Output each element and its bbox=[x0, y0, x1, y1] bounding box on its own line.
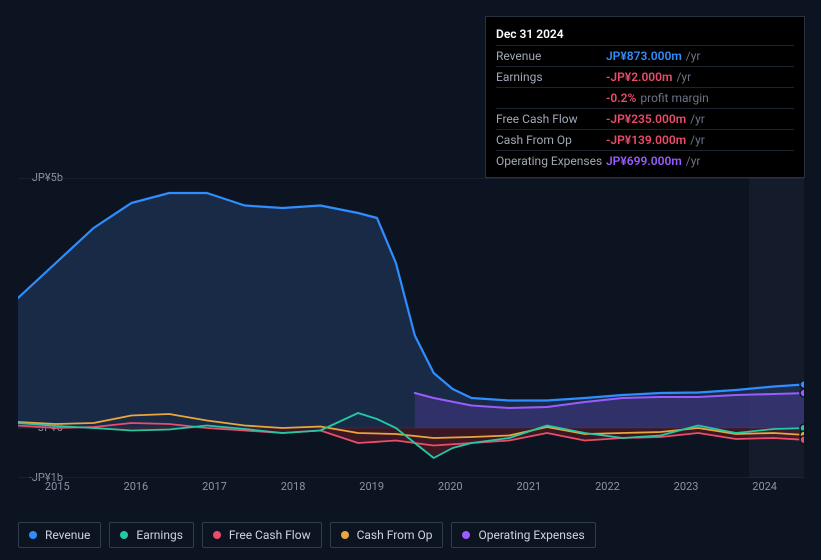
tooltip-row-value: -JP¥139.000m bbox=[606, 133, 686, 147]
legend-label: Earnings bbox=[136, 528, 183, 542]
legend-dot bbox=[462, 531, 470, 539]
x-tick-label: 2021 bbox=[490, 480, 569, 493]
tooltip-row-label bbox=[496, 91, 606, 105]
legend-label: Free Cash Flow bbox=[229, 528, 311, 542]
tooltip-row-label: Cash From Op bbox=[496, 133, 606, 147]
tooltip-row-value: -JP¥2.000m bbox=[606, 70, 672, 84]
legend-dot bbox=[120, 531, 128, 539]
x-tick-label: 2019 bbox=[332, 480, 411, 493]
x-tick-label: 2015 bbox=[18, 480, 97, 493]
tooltip-row-label: Revenue bbox=[496, 49, 606, 63]
legend-item-opex[interactable]: Operating Expenses bbox=[451, 522, 595, 548]
tooltip-row-label: Free Cash Flow bbox=[496, 112, 606, 126]
x-axis-labels: 2015201620172018201920202021202220232024 bbox=[18, 480, 804, 493]
tooltip-row-value: JP¥873.000m bbox=[606, 49, 682, 63]
tooltip-rows: RevenueJP¥873.000m/yrEarnings-JP¥2.000m/… bbox=[496, 45, 794, 171]
tooltip-row: Free Cash Flow-JP¥235.000m/yr bbox=[496, 108, 794, 129]
x-tick-label: 2018 bbox=[254, 480, 333, 493]
x-tick-label: 2022 bbox=[568, 480, 647, 493]
legend-item-earnings[interactable]: Earnings bbox=[109, 522, 194, 548]
tooltip-date: Dec 31 2024 bbox=[496, 23, 794, 45]
tooltip-row-value: -JP¥235.000m bbox=[606, 112, 686, 126]
legend-dot bbox=[213, 531, 221, 539]
legend-label: Operating Expenses bbox=[478, 528, 584, 542]
x-tick-label: 2023 bbox=[647, 480, 726, 493]
chart-svg bbox=[18, 178, 804, 478]
tooltip-row: Cash From Op-JP¥139.000m/yr bbox=[496, 129, 794, 150]
tooltip-row: -0.2% profit margin bbox=[496, 87, 794, 108]
legend-dot bbox=[29, 531, 37, 539]
tooltip-row-value: -0.2% bbox=[606, 91, 636, 105]
tooltip-row-unit: profit margin bbox=[640, 91, 708, 105]
legend-dot bbox=[341, 531, 349, 539]
legend-label: Cash From Op bbox=[357, 528, 433, 542]
tooltip-row-label: Earnings bbox=[496, 70, 606, 84]
tooltip-row: Earnings-JP¥2.000m/yr bbox=[496, 66, 794, 87]
legend-item-fcf[interactable]: Free Cash Flow bbox=[202, 522, 322, 548]
financials-chart: JP¥5bJP¥0-JP¥1b bbox=[18, 160, 804, 480]
legend-label: Revenue bbox=[45, 528, 90, 542]
tooltip-row: RevenueJP¥873.000m/yr bbox=[496, 45, 794, 66]
x-tick-label: 2016 bbox=[97, 480, 176, 493]
x-tick-label: 2024 bbox=[725, 480, 804, 493]
tooltip-row-unit: /yr bbox=[690, 112, 705, 126]
chart-plot: JP¥5bJP¥0-JP¥1b bbox=[18, 178, 804, 478]
legend-item-revenue[interactable]: Revenue bbox=[18, 522, 101, 548]
chart-tooltip: Dec 31 2024 RevenueJP¥873.000m/yrEarning… bbox=[485, 16, 805, 178]
tooltip-row-unit: /yr bbox=[690, 133, 705, 147]
tooltip-row-unit: /yr bbox=[676, 70, 691, 84]
legend-item-cfo[interactable]: Cash From Op bbox=[330, 522, 444, 548]
chart-legend: Revenue Earnings Free Cash Flow Cash From O… bbox=[18, 522, 596, 548]
x-tick-label: 2020 bbox=[411, 480, 490, 493]
x-tick-label: 2017 bbox=[175, 480, 254, 493]
tooltip-row-unit: /yr bbox=[686, 49, 701, 63]
